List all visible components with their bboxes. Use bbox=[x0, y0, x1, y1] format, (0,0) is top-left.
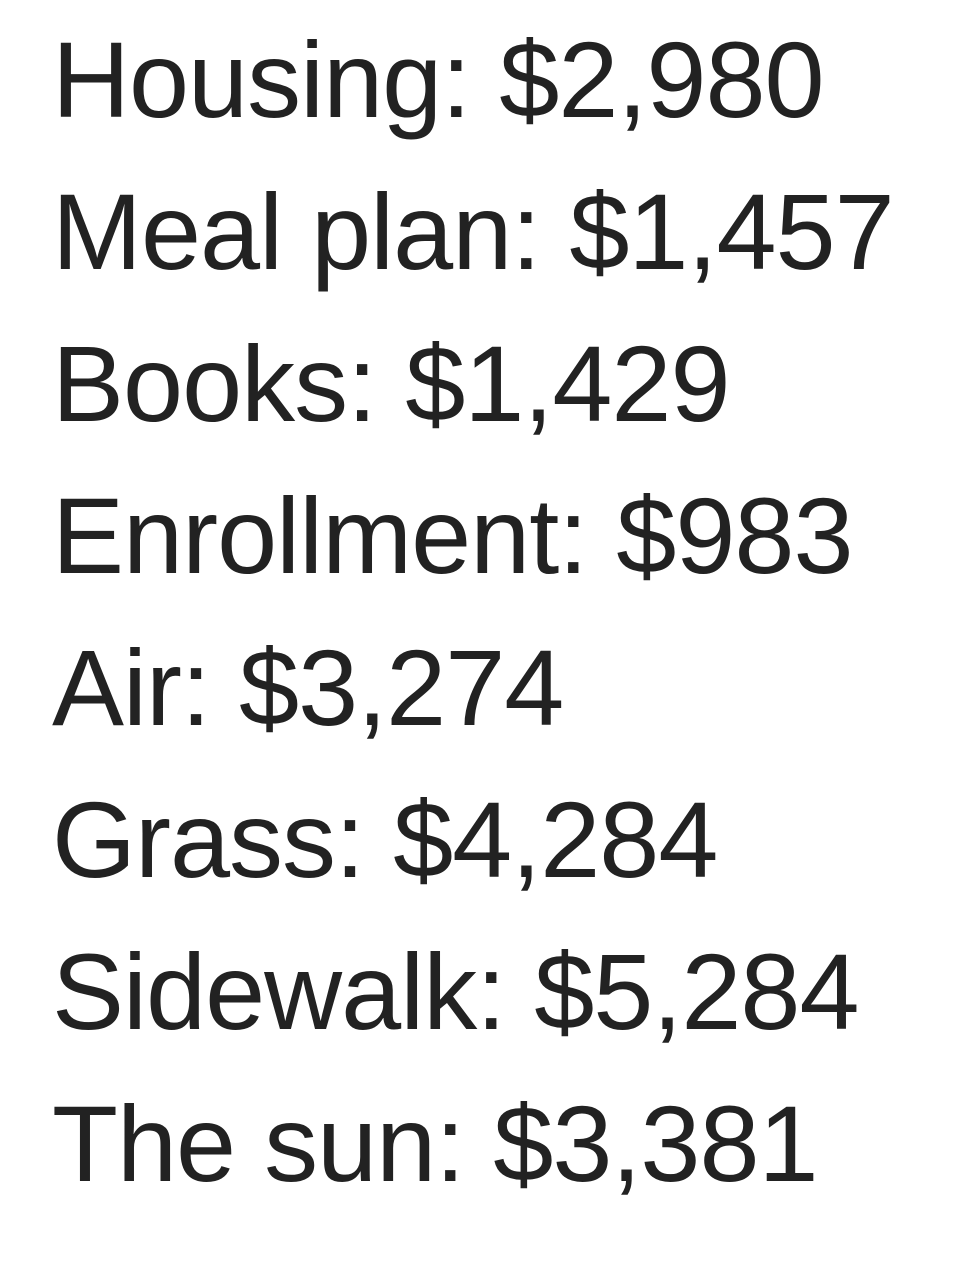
cost-list: Housing: $2,980 Meal plan: $1,457 Books:… bbox=[52, 4, 895, 1220]
item-label: Sidewalk: bbox=[52, 931, 506, 1052]
item-amount: $5,284 bbox=[534, 931, 859, 1052]
cost-item-grass: Grass: $4,284 bbox=[52, 764, 894, 916]
item-label: Enrollment: bbox=[52, 475, 588, 596]
cost-item-sidewalk: Sidewalk: $5,284 bbox=[52, 916, 894, 1068]
item-amount: $983 bbox=[616, 475, 853, 596]
item-label: Grass: bbox=[52, 779, 365, 900]
item-amount: $2,980 bbox=[499, 19, 824, 140]
cost-item-books: Books: $1,429 bbox=[52, 308, 894, 460]
item-amount: $1,429 bbox=[405, 323, 730, 444]
item-label: Housing: bbox=[52, 19, 471, 140]
cost-item-air: Air: $3,274 bbox=[52, 612, 894, 764]
item-amount: $3,274 bbox=[239, 627, 564, 748]
item-label: The sun: bbox=[52, 1083, 465, 1204]
item-amount: $4,284 bbox=[393, 779, 718, 900]
cost-item-the-sun: The sun: $3,381 bbox=[52, 1068, 894, 1220]
cost-item-enrollment: Enrollment: $983 bbox=[52, 460, 894, 612]
cost-item-housing: Housing: $2,980 bbox=[52, 4, 894, 156]
item-label: Meal plan: bbox=[52, 171, 541, 292]
cost-item-meal-plan: Meal plan: $1,457 bbox=[52, 156, 895, 308]
item-amount: $3,381 bbox=[493, 1083, 818, 1204]
item-amount: $1,457 bbox=[569, 171, 894, 292]
item-label: Books: bbox=[52, 323, 377, 444]
item-label: Air: bbox=[52, 627, 211, 748]
